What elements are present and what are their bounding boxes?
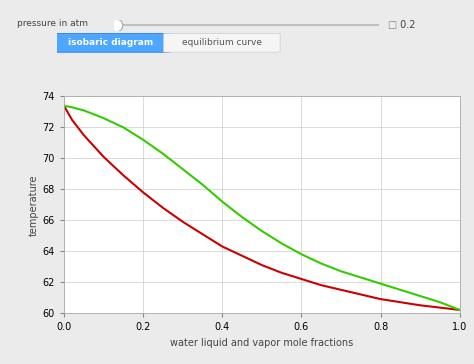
Y-axis label: temperature: temperature bbox=[28, 174, 38, 236]
Text: □: □ bbox=[387, 20, 396, 30]
X-axis label: water liquid and vapor mole fractions: water liquid and vapor mole fractions bbox=[170, 338, 354, 348]
Text: pressure in atm: pressure in atm bbox=[17, 19, 88, 28]
FancyBboxPatch shape bbox=[164, 33, 280, 52]
Text: isobaric diagram: isobaric diagram bbox=[68, 38, 154, 47]
FancyBboxPatch shape bbox=[51, 33, 171, 52]
Text: 0.2: 0.2 bbox=[397, 20, 415, 30]
Text: equilibrium curve: equilibrium curve bbox=[182, 38, 262, 47]
